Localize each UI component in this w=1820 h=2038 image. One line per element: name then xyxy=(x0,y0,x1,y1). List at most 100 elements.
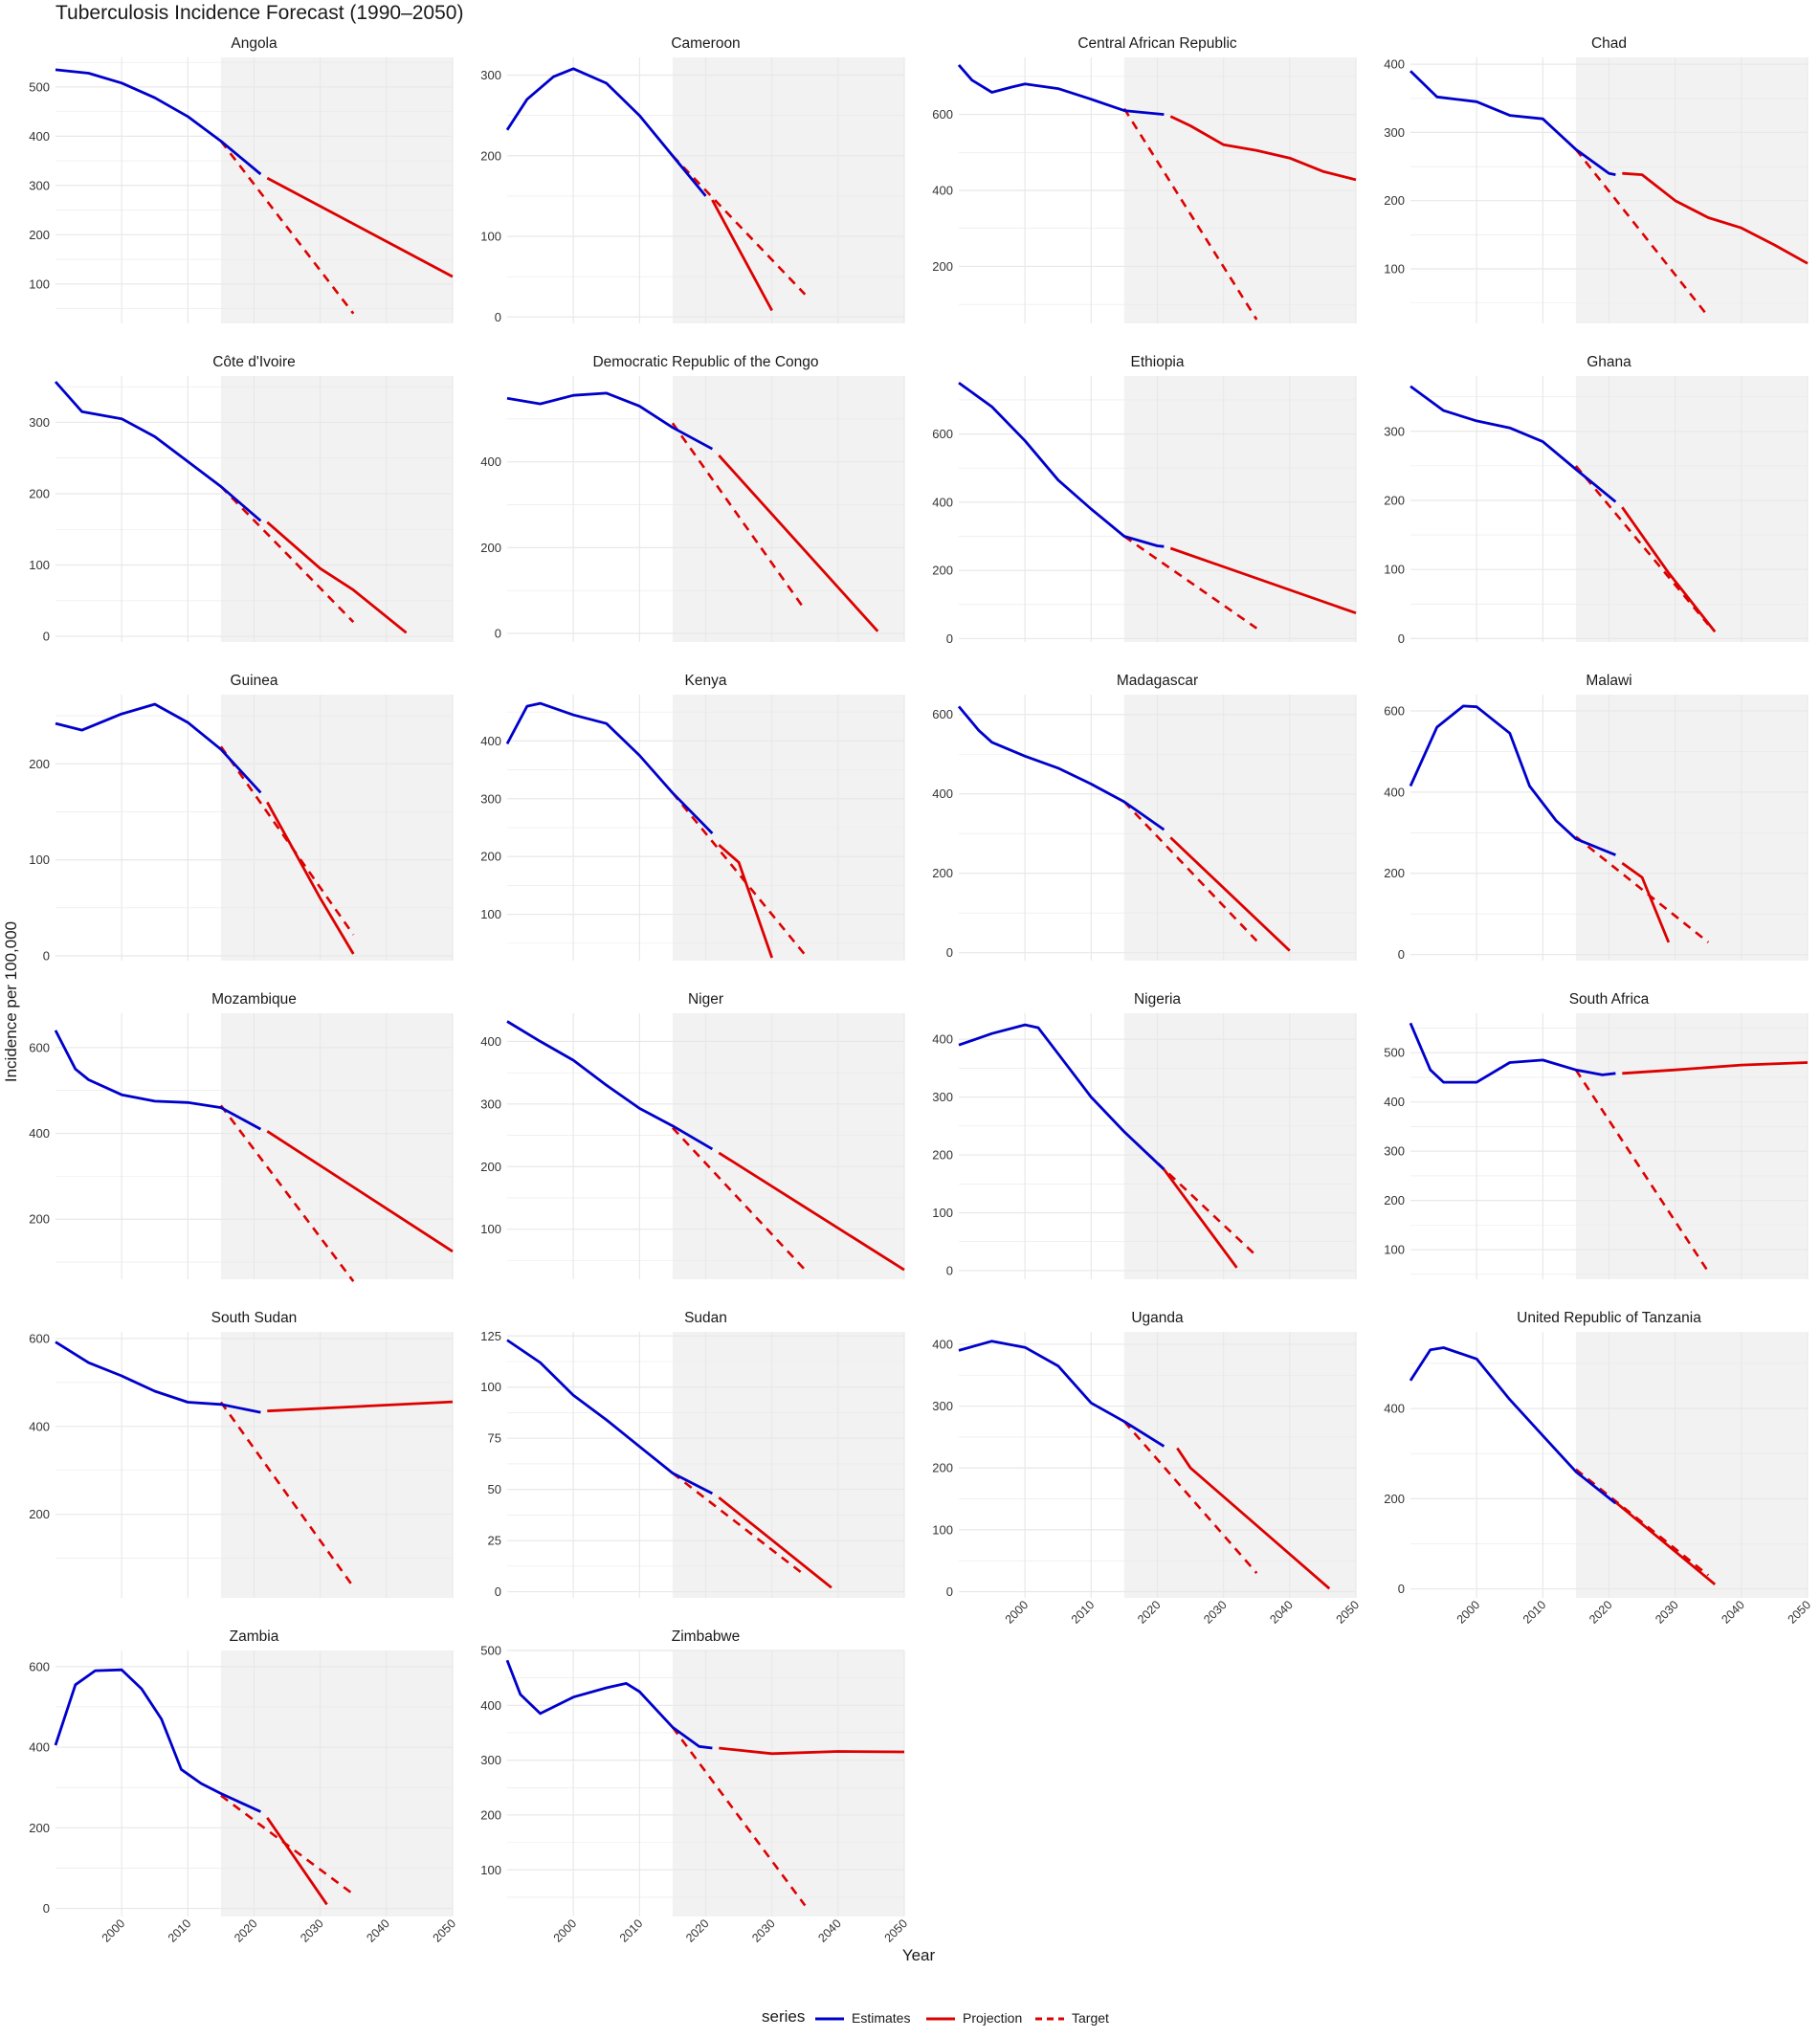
y-tick-label: 0 xyxy=(946,1584,953,1599)
legend-swatch-projection xyxy=(926,2017,955,2021)
y-tick-label: 0 xyxy=(495,310,501,324)
facet-title-cameroon: Cameroon xyxy=(671,35,741,52)
facet-title-zambia: Zambia xyxy=(229,1628,279,1645)
y-tick-label: 200 xyxy=(480,1807,501,1822)
facet-panel-democratic-republic-of-the-congo: 0 200 400 xyxy=(480,376,905,642)
y-tick-label: 200 xyxy=(29,757,50,771)
y-tick-label: 100 xyxy=(932,1522,953,1537)
y-tick-label: 200 xyxy=(480,1160,501,1174)
x-tick-label: 2030 xyxy=(1653,1598,1681,1627)
x-tick-label: 2040 xyxy=(815,1916,844,1945)
y-tick-label: 300 xyxy=(29,415,50,430)
facet-panel-zambia: 0 200 400 600 2000 2010 2020 2030 2040 2050 xyxy=(29,1650,458,1945)
y-tick-label: 400 xyxy=(480,454,501,469)
target-line xyxy=(219,140,355,315)
projection-line xyxy=(719,1746,905,1756)
x-tick-label: 2020 xyxy=(232,1916,260,1945)
facet-title-ghana: Ghana xyxy=(1587,354,1631,370)
estimates-line xyxy=(505,1659,713,1750)
estimates-line xyxy=(55,1340,261,1414)
y-tick-label: 400 xyxy=(932,786,953,801)
x-tick-label: 2050 xyxy=(1786,1598,1814,1627)
y-tick-label: 100 xyxy=(480,230,501,244)
projection-line xyxy=(266,1130,454,1253)
target-line xyxy=(671,1126,807,1272)
projection-period-shade xyxy=(220,1013,453,1279)
projection-period-shade xyxy=(1123,1013,1356,1279)
y-tick-label: 0 xyxy=(1398,631,1405,646)
y-tick-label: 100 xyxy=(29,277,50,291)
facet-title-niger: Niger xyxy=(687,991,724,1008)
projection-period-shade xyxy=(672,376,904,642)
x-tick-label: 2030 xyxy=(298,1916,326,1945)
projection-line xyxy=(1163,1168,1238,1269)
facet-title-zimbabwe: Zimbabwe xyxy=(671,1628,741,1645)
y-tick-label: 200 xyxy=(932,564,953,578)
facet-title-nigeria: Nigeria xyxy=(1133,991,1182,1008)
facet-panel-nigeria: 0 100 200 300 400 xyxy=(932,1013,1357,1279)
y-tick-label: 100 xyxy=(29,853,50,867)
y-tick-label: 125 xyxy=(480,1329,501,1343)
target-line xyxy=(1122,1420,1258,1574)
legend-title: series xyxy=(762,2007,806,2026)
target-line xyxy=(1575,835,1710,943)
estimates-line xyxy=(54,1668,261,1813)
facet-panel-madagascar: 0 200 400 600 xyxy=(932,695,1357,961)
y-tick-label: 200 xyxy=(480,850,501,864)
projection-line xyxy=(1176,1447,1331,1590)
facet-title-mozambique: Mozambique xyxy=(211,991,297,1008)
x-tick-label: 2030 xyxy=(1201,1598,1230,1627)
y-tick-label: 400 xyxy=(29,1740,50,1755)
y-tick-label: 50 xyxy=(488,1482,501,1496)
facet-title-angola: Angola xyxy=(231,35,277,52)
y-tick-label: 400 xyxy=(1384,1095,1405,1109)
y-tick-label: 100 xyxy=(1384,1243,1405,1257)
y-tick-label: 300 xyxy=(1384,424,1405,438)
facet-title-south-sudan: South Sudan xyxy=(211,1310,298,1326)
y-tick-label: 0 xyxy=(1398,947,1405,962)
estimates-line xyxy=(506,1339,714,1495)
y-tick-label: 400 xyxy=(932,1032,953,1047)
estimates-line xyxy=(1409,385,1617,503)
target-line xyxy=(1122,107,1258,321)
y-tick-label: 400 xyxy=(932,495,953,509)
projection-line xyxy=(266,176,454,278)
y-tick-label: 400 xyxy=(480,1698,501,1713)
target-line xyxy=(671,154,807,296)
projection-line xyxy=(1621,861,1671,943)
x-tick-label: 2010 xyxy=(1520,1598,1549,1627)
projection-line xyxy=(1622,171,1809,265)
y-tick-label: 300 xyxy=(1384,125,1405,140)
estimates-line xyxy=(958,1340,1165,1448)
estimates-line xyxy=(1409,70,1616,176)
legend-label-projection: Projection xyxy=(963,2010,1023,2026)
projection-line xyxy=(711,199,773,312)
facet-title-south-africa: South Africa xyxy=(1568,991,1650,1008)
estimates-line xyxy=(54,381,262,522)
projection-line xyxy=(718,454,879,632)
legend-swatch-target xyxy=(1035,2017,1064,2021)
y-tick-label: 100 xyxy=(480,1380,501,1394)
facet-panel-sudan: 0 25 50 75 100 125 xyxy=(480,1329,905,1599)
y-tick-label: 200 xyxy=(29,1507,50,1521)
facet-title-ethiopia: Ethiopia xyxy=(1130,354,1185,370)
x-tick-label: 2000 xyxy=(1454,1598,1483,1627)
x-tick-label: 2040 xyxy=(1719,1598,1747,1627)
y-tick-label: 400 xyxy=(480,1034,501,1049)
facet-title-madagascar: Madagascar xyxy=(1116,673,1199,689)
projection-line xyxy=(266,1817,328,1906)
y-tick-label: 400 xyxy=(1384,1402,1405,1416)
projection-period-shade xyxy=(672,57,904,323)
y-tick-label: 0 xyxy=(495,1584,501,1599)
projection-period-shade xyxy=(220,1650,453,1916)
y-tick-label: 200 xyxy=(480,541,501,555)
y-tick-label: 200 xyxy=(480,148,501,163)
projection-line xyxy=(718,1496,832,1589)
target-line xyxy=(671,1726,807,1907)
projection-line xyxy=(718,1151,905,1272)
estimates-line xyxy=(54,1030,262,1131)
estimates-line xyxy=(957,705,1165,831)
y-tick-label: 400 xyxy=(480,734,501,748)
target-line xyxy=(1122,801,1258,942)
